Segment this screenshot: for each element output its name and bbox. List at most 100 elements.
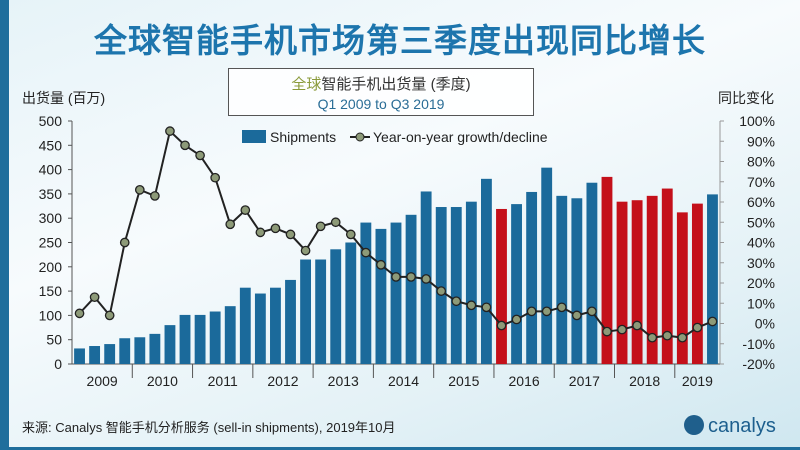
shipment-bar	[601, 176, 613, 364]
y2-tick-label: 10%	[747, 295, 775, 311]
shipment-bar	[450, 207, 462, 364]
shipment-bar	[300, 259, 312, 364]
left-accent-strip	[0, 0, 9, 450]
shipment-bar	[89, 346, 101, 364]
growth-point	[165, 126, 175, 136]
shipment-bar	[254, 293, 266, 364]
y2-tick-label: 90%	[747, 133, 775, 149]
shipment-bar	[465, 201, 477, 364]
y2-tick-label: 100%	[739, 113, 775, 129]
growth-point	[677, 332, 688, 343]
y2-tick-label: 70%	[747, 174, 775, 190]
shipment-bar	[541, 167, 553, 364]
growth-point	[255, 227, 266, 238]
y-tick-label: 100	[39, 307, 63, 323]
subtitle-line2: Q1 2009 to Q3 2019	[317, 96, 445, 112]
y-tick-label: 250	[39, 235, 63, 251]
growth-point	[421, 274, 431, 284]
growth-point	[692, 322, 703, 333]
subtitle-rest: 智能手机出货量 (季度)	[321, 76, 471, 93]
growth-point	[104, 310, 115, 321]
x-year-label: 2009	[87, 373, 118, 389]
y-axis-label: 出货量 (百万)	[22, 90, 106, 106]
x-year-label: 2019	[682, 373, 713, 389]
growth-point	[571, 310, 582, 321]
subtitle-box: 全球智能手机出货量 (季度) Q1 2009 to Q3 2019	[228, 68, 534, 116]
growth-point	[150, 191, 160, 201]
y-tick-label: 300	[39, 210, 63, 226]
growth-point	[361, 247, 371, 258]
shipment-bar	[480, 178, 492, 364]
y2-tick-label: 0%	[755, 316, 775, 332]
page-title: 全球智能手机市场第三季度出现同比增长	[94, 22, 706, 59]
growth-point	[602, 326, 612, 337]
growth-point	[556, 302, 567, 313]
shipment-bar	[315, 259, 327, 364]
shipment-bar	[149, 333, 161, 364]
x-year-label: 2015	[448, 373, 479, 389]
x-year-label: 2013	[328, 373, 359, 389]
growth-point	[481, 302, 492, 313]
x-year-label: 2014	[388, 373, 419, 389]
shipment-bar	[631, 200, 643, 364]
shipment-bar	[586, 182, 598, 364]
legend-swatch-shipments	[242, 130, 266, 143]
legend-label-shipments: Shipments	[270, 129, 336, 145]
growth-point	[119, 237, 130, 248]
growth-point	[406, 272, 416, 282]
x-year-label: 2011	[208, 373, 238, 389]
growth-point	[662, 330, 673, 341]
y2-tick-label: -10%	[742, 336, 775, 352]
y-tick-label: 500	[39, 113, 63, 129]
shipment-bar	[435, 207, 447, 364]
growth-point	[436, 286, 447, 296]
shipment-bar	[345, 242, 357, 364]
shipment-bar	[691, 203, 703, 364]
growth-point	[632, 320, 642, 331]
shipment-bar	[285, 279, 296, 364]
legend-label-growth: Year-on-year growth/decline	[373, 129, 548, 145]
y-tick-label: 150	[39, 283, 63, 299]
growth-point	[270, 223, 281, 234]
growth-point	[345, 229, 356, 240]
shipment-bar	[646, 195, 658, 364]
shipment-bar	[239, 287, 251, 364]
growth-point	[526, 306, 537, 317]
y-tick-label: 0	[54, 356, 62, 372]
y2-tick-label: 80%	[747, 154, 775, 170]
growth-point	[617, 324, 627, 335]
x-year-label: 2010	[147, 373, 178, 389]
shipment-bar	[571, 198, 583, 364]
growth-point	[285, 229, 296, 240]
growth-point	[496, 320, 507, 331]
subtitle-accent: 全球	[291, 76, 322, 93]
growth-point	[315, 221, 326, 232]
shipment-bar	[616, 201, 628, 364]
x-year-label: 2018	[629, 373, 660, 389]
growth-point	[707, 316, 718, 327]
y2-tick-label: 40%	[747, 235, 775, 251]
growth-point	[134, 185, 145, 195]
shipment-bar	[676, 212, 688, 364]
subtitle-line1: 全球智能手机出货量 (季度)	[229, 73, 533, 94]
shipment-bar	[330, 249, 342, 364]
svg-text:canalys: canalys	[708, 415, 776, 437]
shipment-bar	[270, 287, 281, 364]
shipment-bar	[119, 338, 131, 364]
growth-point	[225, 219, 236, 230]
y2-axis-label: 同比变化	[718, 90, 774, 106]
y-tick-label: 400	[39, 162, 63, 178]
y-tick-label: 450	[39, 137, 63, 153]
shipment-bar	[134, 337, 146, 364]
shipment-bar	[405, 214, 417, 364]
y-tick-label: 50	[46, 332, 62, 348]
growth-point	[240, 205, 251, 215]
shipment-bar	[707, 194, 718, 364]
y2-tick-label: -20%	[742, 356, 775, 372]
shipment-bar	[375, 228, 387, 364]
growth-point	[541, 306, 552, 317]
growth-point	[330, 217, 341, 228]
shipment-bar	[360, 222, 372, 364]
legend-swatch-marker	[355, 132, 365, 142]
shipment-bar	[74, 348, 85, 364]
